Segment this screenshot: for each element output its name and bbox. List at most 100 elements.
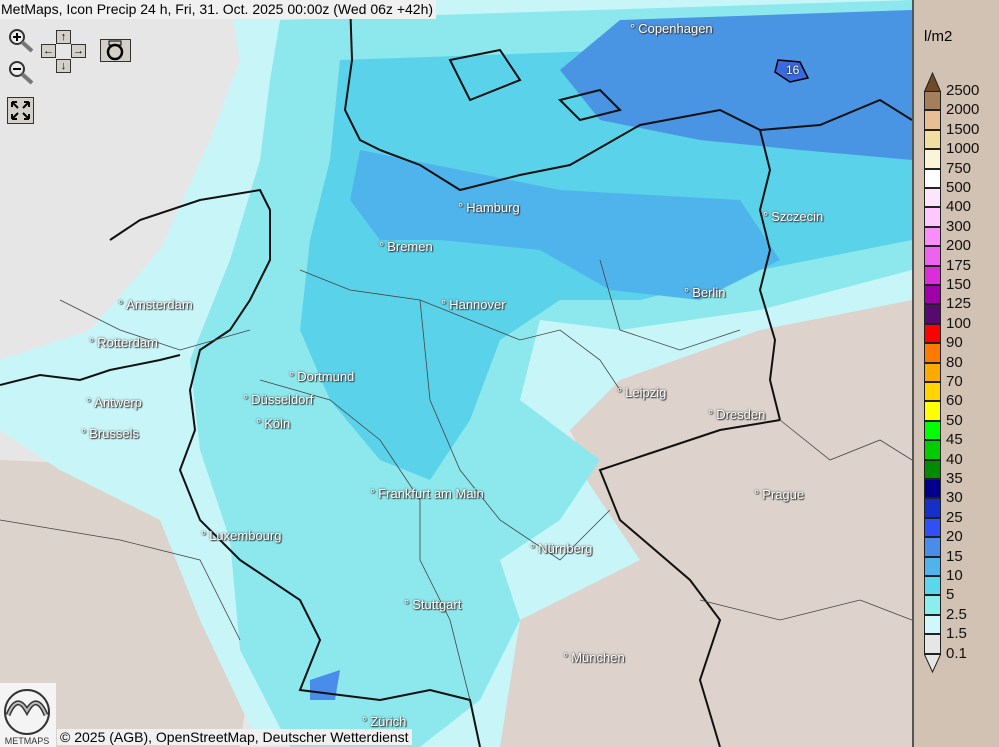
map-title: MetMaps, Icon Precip 24 h, Fri, 31. Oct.… [0, 0, 437, 19]
legend-label: 1500 [946, 120, 980, 138]
legend-swatch [924, 149, 941, 169]
marker-16 [774, 59, 810, 83]
legend-label: 100 [946, 314, 972, 332]
legend-swatch [924, 129, 941, 150]
legend-bottom-arrow-icon [924, 654, 942, 674]
city-label: Hannover [441, 297, 505, 312]
legend-swatch [924, 304, 941, 324]
legend-swatch [924, 91, 941, 111]
legend-label: 70 [946, 373, 963, 390]
coastline-borders [0, 0, 912, 747]
legend-label: 30 [946, 489, 963, 507]
legend-swatch [924, 614, 941, 635]
zoom-in-button[interactable] [6, 26, 34, 54]
legend-swatch [924, 634, 941, 654]
legend-label: 125 [946, 295, 972, 313]
camera-button[interactable] [100, 39, 131, 62]
legend-swatch [924, 168, 941, 188]
legend-label: 80 [946, 353, 963, 371]
legend-label: 500 [946, 179, 972, 196]
city-label: Bremen [379, 239, 433, 254]
legend-swatch [924, 323, 941, 344]
city-label: Szczecin [763, 209, 823, 224]
legend-swatch [924, 459, 941, 479]
legend-swatch [924, 401, 941, 421]
city-label: Copenhagen [630, 21, 712, 36]
svg-text:METMAPS: METMAPS [5, 736, 50, 746]
legend-label: 1.5 [946, 625, 967, 643]
legend-unit: l/m2 [924, 28, 953, 45]
legend-swatch [924, 537, 941, 557]
legend-swatch [924, 226, 941, 247]
legend-swatch [924, 479, 941, 499]
legend-swatch [924, 498, 941, 518]
legend-label: 2.5 [946, 605, 967, 623]
legend-swatch [924, 420, 941, 441]
map-marker-value: 16 [786, 63, 800, 77]
city-label: Rotterdam [89, 335, 158, 350]
legend-label: 2500 [946, 82, 980, 99]
legend-swatch [924, 343, 941, 363]
city-label: Hamburg [458, 200, 519, 215]
legend-label: 45 [946, 431, 963, 449]
legend-label: 35 [946, 470, 963, 487]
city-label: Zürich [362, 714, 406, 729]
legend-swatch [924, 362, 941, 382]
pan-down-button[interactable]: ↓ [56, 59, 71, 73]
legend-swatch [924, 556, 941, 576]
legend-swatch [924, 188, 941, 208]
city-label: Brussels [81, 426, 139, 441]
legend-swatch [924, 576, 941, 596]
attribution: © 2025 (AGB), OpenStreetMap, Deutscher W… [57, 729, 412, 745]
city-label: Dortmund [289, 369, 354, 384]
legend-top-arrow-icon [924, 72, 942, 92]
legend-label: 50 [946, 411, 963, 429]
legend-swatch [924, 285, 941, 305]
pan-right-button[interactable]: → [71, 44, 86, 58]
legend-label: 1000 [946, 140, 980, 158]
city-label: Düsseldorf [243, 392, 313, 407]
city-label: Nürnberg [530, 541, 592, 556]
legend-swatch [924, 382, 941, 402]
precipitation-map[interactable]: Copenhagen Hamburg Szczecin Bremen Amste… [0, 0, 912, 747]
city-label: Frankfurt am Main [370, 486, 483, 501]
legend-label: 25 [946, 508, 963, 526]
legend-swatch [924, 595, 941, 615]
legend-swatch [924, 517, 941, 538]
legend-label: 750 [946, 159, 972, 177]
zoom-out-icon [9, 61, 34, 85]
city-label: Amsterdam [118, 297, 192, 312]
pan-up-button[interactable]: ↑ [56, 30, 71, 44]
legend-label: 5 [946, 586, 955, 604]
legend-label: 2000 [946, 101, 980, 119]
legend-label: 40 [946, 450, 963, 468]
legend-label: 90 [946, 334, 963, 352]
legend-label: 175 [946, 256, 972, 274]
legend-swatch [924, 265, 941, 285]
legend-label: 150 [946, 276, 972, 293]
city-label: München [563, 650, 624, 665]
legend-label: 60 [946, 392, 963, 410]
legend-label: 20 [946, 528, 963, 546]
city-label: Leipzig [617, 385, 666, 400]
legend-swatch [924, 440, 941, 460]
city-label: Berlin [684, 285, 725, 300]
city-label: Stuttgart [404, 597, 461, 612]
pan-left-button[interactable]: ← [41, 44, 56, 58]
city-label: Köln [256, 416, 290, 431]
legend-swatch [924, 110, 941, 130]
legend-swatch [924, 207, 941, 227]
legend-swatch [924, 246, 941, 266]
precipitation-legend: l/m2 2500 2000 1500 1000 750 500 400 300 200 175 1… [912, 0, 999, 747]
legend-label: 400 [946, 198, 972, 216]
city-label: Dresden [708, 407, 765, 422]
metmaps-logo: METMAPS [0, 683, 56, 747]
zoom-out-button[interactable] [6, 58, 34, 86]
legend-label: 10 [946, 567, 963, 584]
map-canvas [0, 0, 912, 747]
city-label: Prague [754, 487, 804, 502]
fullscreen-button[interactable] [7, 97, 34, 124]
legend-label: 200 [946, 237, 972, 255]
camera-icon [106, 40, 124, 61]
city-label: Antwerp [86, 395, 142, 410]
